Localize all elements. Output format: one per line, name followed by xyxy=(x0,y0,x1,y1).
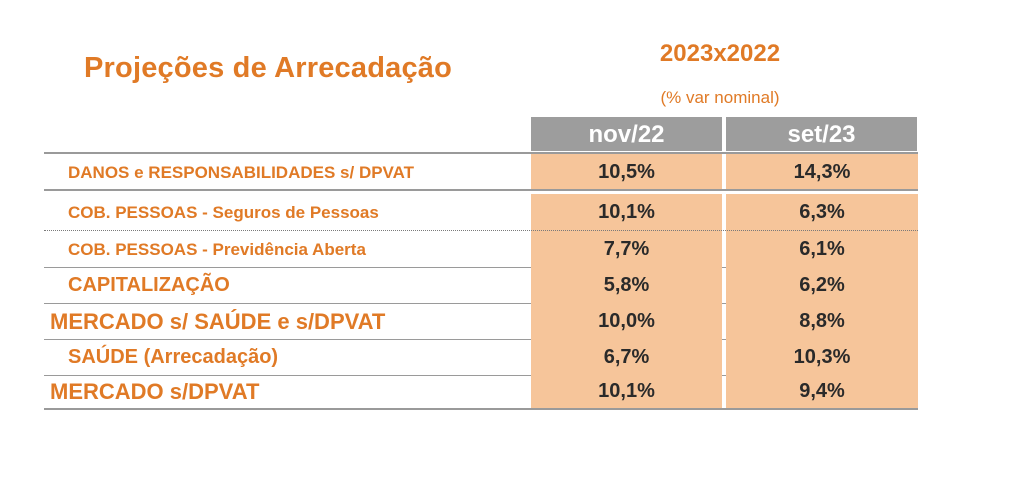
value-set23: 8,8% xyxy=(726,303,918,340)
period-note: (% var nominal) xyxy=(660,88,780,107)
period-heading: 2023x2022 xyxy=(659,40,781,67)
row-label: MERCADO s/DPVAT xyxy=(50,379,260,404)
table-row: MERCADO s/DPVAT 10,1% 9,4% xyxy=(44,373,918,410)
row-label: CAPITALIZAÇÃO xyxy=(68,274,230,296)
value-nov22: 7,7% xyxy=(531,231,722,268)
value-set23: 9,4% xyxy=(726,373,918,410)
table-row: DANOS e RESPONSABILIDADES s/ DPVAT 10,5%… xyxy=(44,154,918,191)
value-nov22: 10,1% xyxy=(531,194,722,231)
value-nov22: 10,5% xyxy=(531,154,722,191)
value-set23: 6,2% xyxy=(726,267,918,304)
table-row: COB. PESSOAS - Seguros de Pessoas 10,1% … xyxy=(44,194,918,231)
row-divider xyxy=(44,303,918,304)
table-row: SAÚDE (Arrecadação) 6,7% 10,3% xyxy=(44,339,918,376)
row-label: COB. PESSOAS - Seguros de Pessoas xyxy=(68,203,379,222)
table-row: COB. PESSOAS - Previdência Aberta 7,7% 6… xyxy=(44,231,918,268)
row-label: DANOS e RESPONSABILIDADES s/ DPVAT xyxy=(68,163,415,182)
value-nov22: 5,8% xyxy=(531,267,722,304)
value-set23: 14,3% xyxy=(726,154,918,191)
table-row: MERCADO s/ SAÚDE e s/DPVAT 10,0% 8,8% xyxy=(44,303,918,340)
value-nov22: 6,7% xyxy=(531,339,722,376)
value-set23: 6,1% xyxy=(726,231,918,268)
page-title: Projeções de Arrecadação xyxy=(84,52,453,84)
value-nov22: 10,1% xyxy=(531,373,722,410)
row-divider xyxy=(44,267,918,268)
row-divider xyxy=(44,375,918,376)
value-set23: 10,3% xyxy=(726,339,918,376)
row-divider xyxy=(44,408,918,410)
column-header-set23: set/23 xyxy=(726,117,917,151)
row-divider xyxy=(44,339,918,340)
row-label: COB. PESSOAS - Previdência Aberta xyxy=(68,240,366,259)
value-set23: 6,3% xyxy=(726,194,918,231)
table-top-border xyxy=(44,152,918,154)
row-label: SAÚDE (Arrecadação) xyxy=(68,346,279,368)
row-label: MERCADO s/ SAÚDE e s/DPVAT xyxy=(50,309,386,334)
row-divider xyxy=(44,230,918,231)
table-row: CAPITALIZAÇÃO 5,8% 6,2% xyxy=(44,267,918,304)
row-divider xyxy=(44,189,918,191)
column-header-nov22: nov/22 xyxy=(531,117,722,151)
value-nov22: 10,0% xyxy=(531,303,722,340)
